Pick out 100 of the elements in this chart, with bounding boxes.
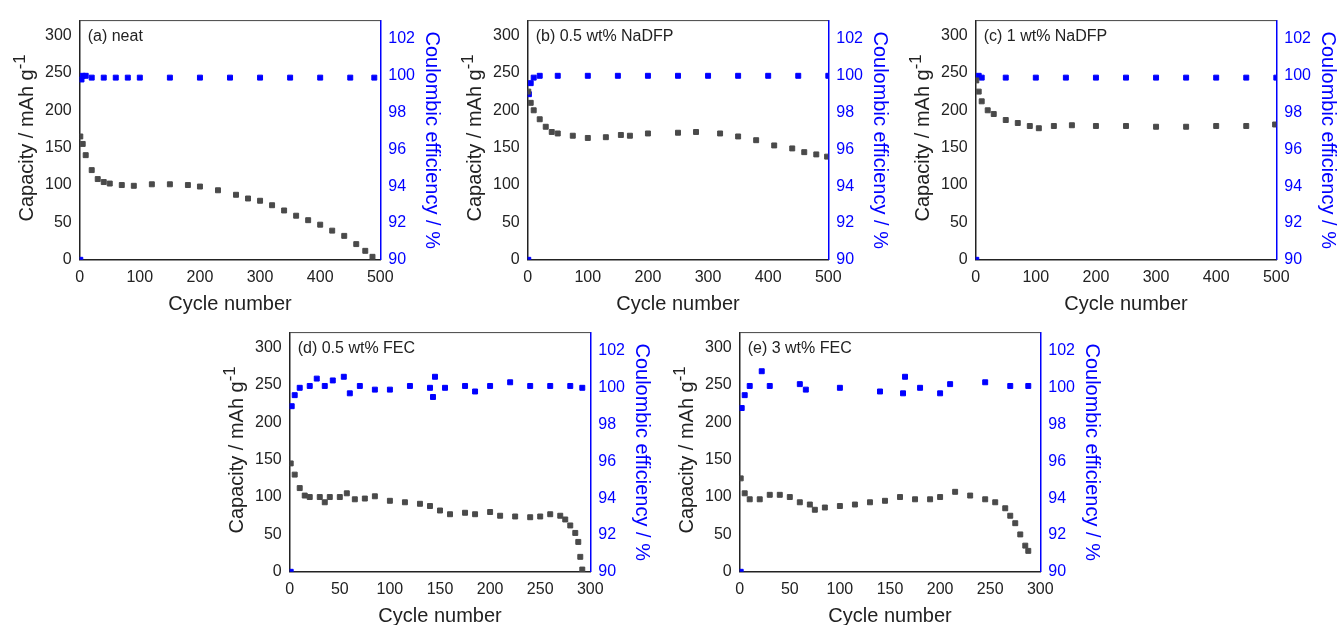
x-tick-label: 500 bbox=[1262, 267, 1290, 285]
y-tick-label: 150 bbox=[44, 138, 72, 156]
y2-tick-label: 98 bbox=[598, 415, 617, 433]
y2-tick-label: 94 bbox=[388, 176, 407, 194]
y2-axis-title: Coulombic efficiency / % bbox=[422, 31, 445, 250]
x-tick-label: 150 bbox=[426, 579, 454, 597]
y2-tick-label: 90 bbox=[836, 250, 855, 268]
y2-tick-label: 100 bbox=[388, 66, 416, 84]
y2-tick-label: 96 bbox=[598, 451, 617, 469]
x-tick-label: 0 bbox=[735, 579, 745, 597]
y-tick-label: 200 bbox=[940, 100, 968, 118]
y-tick-label: 200 bbox=[44, 100, 72, 118]
x-tick-label: 500 bbox=[366, 267, 394, 285]
y2-axis-title: Coulombic efficiency / % bbox=[632, 343, 655, 562]
y-tick-label: 300 bbox=[44, 25, 72, 43]
x-tick-label: 200 bbox=[476, 579, 504, 597]
y-tick-label: 100 bbox=[44, 175, 72, 193]
y-tick-label: 100 bbox=[492, 175, 520, 193]
x-tick-label: 400 bbox=[754, 267, 782, 285]
annotation: (c) 1 wt% NaDFP bbox=[983, 27, 1108, 45]
x-tick-label: 400 bbox=[306, 267, 334, 285]
y-tick-label: 150 bbox=[492, 138, 520, 156]
y-tick-label: 100 bbox=[940, 175, 968, 193]
y-tick-label: 50 bbox=[263, 524, 282, 542]
y-tick-label: 200 bbox=[492, 100, 520, 118]
x-tick-label: 0 bbox=[285, 579, 295, 597]
y2-tick-label: 102 bbox=[598, 341, 626, 359]
annotation: (a) neat bbox=[87, 27, 144, 45]
y-tick-label: 250 bbox=[254, 375, 282, 393]
y-tick-label: 0 bbox=[272, 562, 282, 580]
x-tick-label: 300 bbox=[1142, 267, 1170, 285]
x-tick-label: 250 bbox=[976, 579, 1004, 597]
y-tick-label: 200 bbox=[704, 412, 732, 430]
x-tick-label: 200 bbox=[1082, 267, 1110, 285]
y-tick-label: 250 bbox=[492, 63, 520, 81]
y2-tick-label: 98 bbox=[388, 103, 407, 121]
y-tick-label: 0 bbox=[958, 250, 968, 268]
x-tick-label: 50 bbox=[780, 579, 799, 597]
y2-tick-label: 90 bbox=[388, 250, 407, 268]
annotation: (b) 0.5 wt% NaDFP bbox=[535, 27, 674, 45]
y-tick-label: 300 bbox=[254, 337, 282, 355]
y-tick-label: 250 bbox=[940, 63, 968, 81]
annotation: (e) 3 wt% FEC bbox=[747, 339, 852, 357]
y2-tick-label: 90 bbox=[598, 562, 617, 580]
x-tick-label: 150 bbox=[876, 579, 904, 597]
y2-tick-label: 90 bbox=[1048, 562, 1067, 580]
y2-tick-label: 92 bbox=[598, 525, 617, 543]
y2-tick-label: 102 bbox=[1284, 29, 1312, 47]
y2-tick-label: 102 bbox=[836, 29, 864, 47]
x-tick-label: 100 bbox=[1022, 267, 1050, 285]
x-tick-label: 300 bbox=[576, 579, 604, 597]
y2-tick-label: 92 bbox=[1284, 213, 1303, 231]
x-tick-label: 0 bbox=[523, 267, 533, 285]
y2-tick-label: 94 bbox=[1284, 176, 1303, 194]
x-tick-label: 250 bbox=[526, 579, 554, 597]
y2-tick-label: 96 bbox=[1048, 451, 1067, 469]
y2-tick-label: 94 bbox=[1048, 488, 1067, 506]
y2-tick-label: 92 bbox=[388, 213, 407, 231]
y-tick-label: 100 bbox=[704, 487, 732, 505]
x-axis-title: Cycle number bbox=[378, 603, 503, 625]
y2-tick-label: 96 bbox=[836, 139, 855, 157]
y-tick-label: 0 bbox=[62, 250, 72, 268]
x-tick-label: 200 bbox=[186, 267, 214, 285]
y-tick-label: 50 bbox=[713, 524, 732, 542]
y-tick-label: 300 bbox=[704, 337, 732, 355]
x-tick-label: 100 bbox=[126, 267, 154, 285]
y2-tick-label: 98 bbox=[836, 103, 855, 121]
y2-tick-label: 92 bbox=[836, 213, 855, 231]
x-axis-title: Cycle number bbox=[616, 291, 741, 314]
y2-tick-label: 94 bbox=[836, 176, 855, 194]
y2-tick-label: 96 bbox=[1284, 139, 1303, 157]
x-axis-title: Cycle number bbox=[828, 603, 953, 625]
y-tick-label: 300 bbox=[940, 25, 968, 43]
y2-tick-label: 102 bbox=[388, 29, 416, 47]
x-tick-label: 400 bbox=[1202, 267, 1230, 285]
x-tick-label: 200 bbox=[926, 579, 954, 597]
y-tick-label: 50 bbox=[949, 212, 968, 230]
y2-tick-label: 100 bbox=[598, 378, 626, 396]
y2-tick-label: 100 bbox=[836, 66, 864, 84]
y2-tick-label: 94 bbox=[598, 488, 617, 506]
y2-axis-title: Coulombic efficiency / % bbox=[1318, 31, 1341, 250]
y2-axis-title: Coulombic efficiency / % bbox=[1082, 343, 1105, 562]
x-tick-label: 500 bbox=[814, 267, 842, 285]
y2-tick-label: 102 bbox=[1048, 341, 1076, 359]
annotation: (d) 0.5 wt% FEC bbox=[297, 339, 416, 357]
x-tick-label: 100 bbox=[376, 579, 404, 597]
y-tick-label: 250 bbox=[44, 63, 72, 81]
y-tick-label: 200 bbox=[254, 412, 282, 430]
x-tick-label: 0 bbox=[971, 267, 981, 285]
y-tick-label: 50 bbox=[501, 212, 520, 230]
y-tick-label: 0 bbox=[722, 562, 732, 580]
y-tick-label: 100 bbox=[254, 487, 282, 505]
y2-tick-label: 92 bbox=[1048, 525, 1067, 543]
x-axis-title: Cycle number bbox=[168, 291, 293, 314]
y-tick-label: 0 bbox=[510, 250, 520, 268]
x-tick-label: 50 bbox=[330, 579, 349, 597]
y-tick-label: 150 bbox=[704, 450, 732, 468]
x-tick-label: 100 bbox=[826, 579, 854, 597]
y2-axis-title: Coulombic efficiency / % bbox=[870, 31, 893, 250]
y2-tick-label: 100 bbox=[1284, 66, 1312, 84]
